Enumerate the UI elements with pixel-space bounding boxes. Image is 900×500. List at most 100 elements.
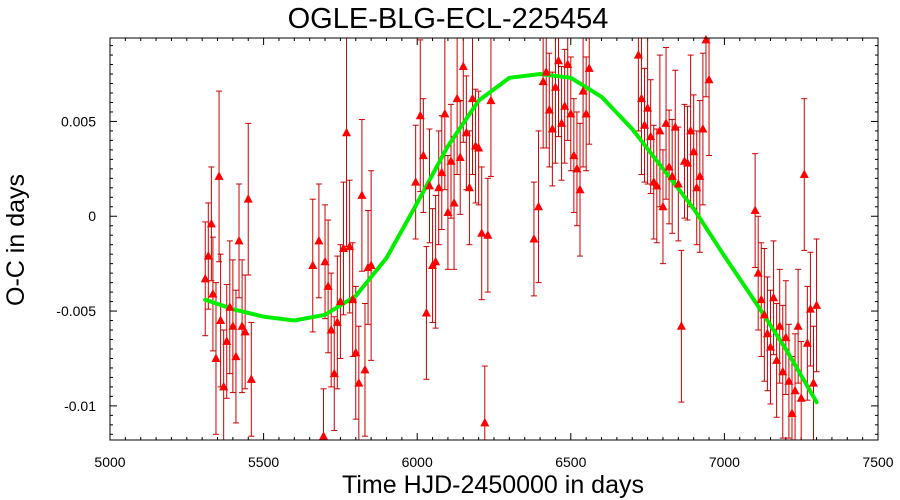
data-point <box>667 171 677 180</box>
y-tick-label: -0.005 <box>56 303 96 319</box>
data-point <box>652 180 662 190</box>
x-tick-label: 6500 <box>555 454 586 470</box>
data-point <box>762 328 772 338</box>
data-point <box>787 408 797 417</box>
data-point <box>701 34 711 44</box>
data-point <box>366 260 376 270</box>
data-point <box>664 161 674 171</box>
data-point <box>446 156 456 165</box>
data-point <box>455 152 465 161</box>
data-point <box>541 67 551 76</box>
data-point <box>474 142 484 152</box>
data-point <box>443 207 453 216</box>
data-point <box>775 321 785 330</box>
data-point <box>569 150 579 160</box>
tick-layer: 5000 5500 6000 6500 7000 7500 0.005 0 -0.005 -0.0… <box>56 38 894 470</box>
data-point <box>360 364 370 374</box>
data-point <box>335 296 345 306</box>
x-tick-label: 5000 <box>94 454 125 470</box>
x-axis-label: Time HJD-2450000 in days <box>342 471 644 499</box>
data-point <box>234 235 244 245</box>
errorbar-layer <box>202 38 820 440</box>
plot-frame <box>109 37 879 441</box>
data-point <box>566 108 576 118</box>
data-point <box>345 241 355 251</box>
data-point <box>231 351 241 361</box>
data-point <box>695 171 705 180</box>
data-point <box>461 127 471 137</box>
data-point <box>704 74 714 84</box>
data-point <box>320 256 330 266</box>
data-point <box>449 197 459 207</box>
data-point <box>578 86 588 95</box>
data-point <box>670 122 680 131</box>
data-point <box>759 309 769 319</box>
data-point <box>326 325 336 334</box>
data-point <box>354 378 364 387</box>
data-point <box>544 105 554 114</box>
y-tick-label: -0.01 <box>64 398 96 414</box>
data-point <box>237 321 247 330</box>
data-point <box>342 127 352 137</box>
data-point <box>424 180 434 190</box>
data-point <box>790 385 800 395</box>
data-point <box>329 368 339 378</box>
data-point <box>778 366 788 376</box>
data-point <box>467 93 477 103</box>
data-point <box>658 201 668 211</box>
data-point <box>636 93 646 103</box>
data-point <box>486 95 496 105</box>
data-point <box>772 355 782 364</box>
data-point <box>211 353 221 362</box>
data-point <box>323 281 333 290</box>
data-point <box>200 273 210 283</box>
data-point <box>661 118 671 127</box>
data-point <box>228 321 238 330</box>
data-point <box>584 63 594 72</box>
data-point <box>563 59 573 69</box>
data-point <box>452 93 462 103</box>
data-point <box>686 125 696 135</box>
data-point <box>753 268 763 277</box>
data-point <box>440 108 450 118</box>
data-point <box>643 103 653 112</box>
data-point <box>534 201 544 211</box>
data-point <box>676 321 686 330</box>
data-point <box>421 307 431 317</box>
data-point <box>219 381 229 391</box>
data-point <box>208 288 218 298</box>
y-tick-label: 0 <box>88 208 96 224</box>
data-point <box>793 321 803 330</box>
data-point <box>483 230 493 239</box>
data-point <box>560 101 570 110</box>
x-tick-label: 7500 <box>862 454 893 470</box>
data-point <box>655 125 665 135</box>
y-axis-label: O-C in days <box>2 174 30 306</box>
x-tick-label: 6000 <box>402 454 433 470</box>
data-point <box>319 431 329 440</box>
data-point <box>529 234 539 243</box>
data-point <box>796 393 806 402</box>
data-point <box>437 167 447 177</box>
data-point <box>415 110 425 120</box>
data-point <box>411 177 421 186</box>
fit-curve <box>203 72 819 405</box>
data-point <box>550 82 560 91</box>
data-point <box>581 108 591 118</box>
data-point <box>203 251 213 260</box>
data-point <box>646 131 656 141</box>
data-point <box>572 163 582 173</box>
data-point <box>802 338 812 347</box>
data-point <box>348 294 358 304</box>
data-point <box>554 55 564 65</box>
data-point <box>784 376 794 385</box>
data-point <box>808 378 818 387</box>
data-point <box>243 194 253 203</box>
data-point <box>557 118 567 127</box>
data-point <box>640 120 650 129</box>
data-point <box>480 417 490 427</box>
data-point <box>689 146 699 156</box>
data-point <box>240 326 250 336</box>
data-point <box>332 317 342 326</box>
